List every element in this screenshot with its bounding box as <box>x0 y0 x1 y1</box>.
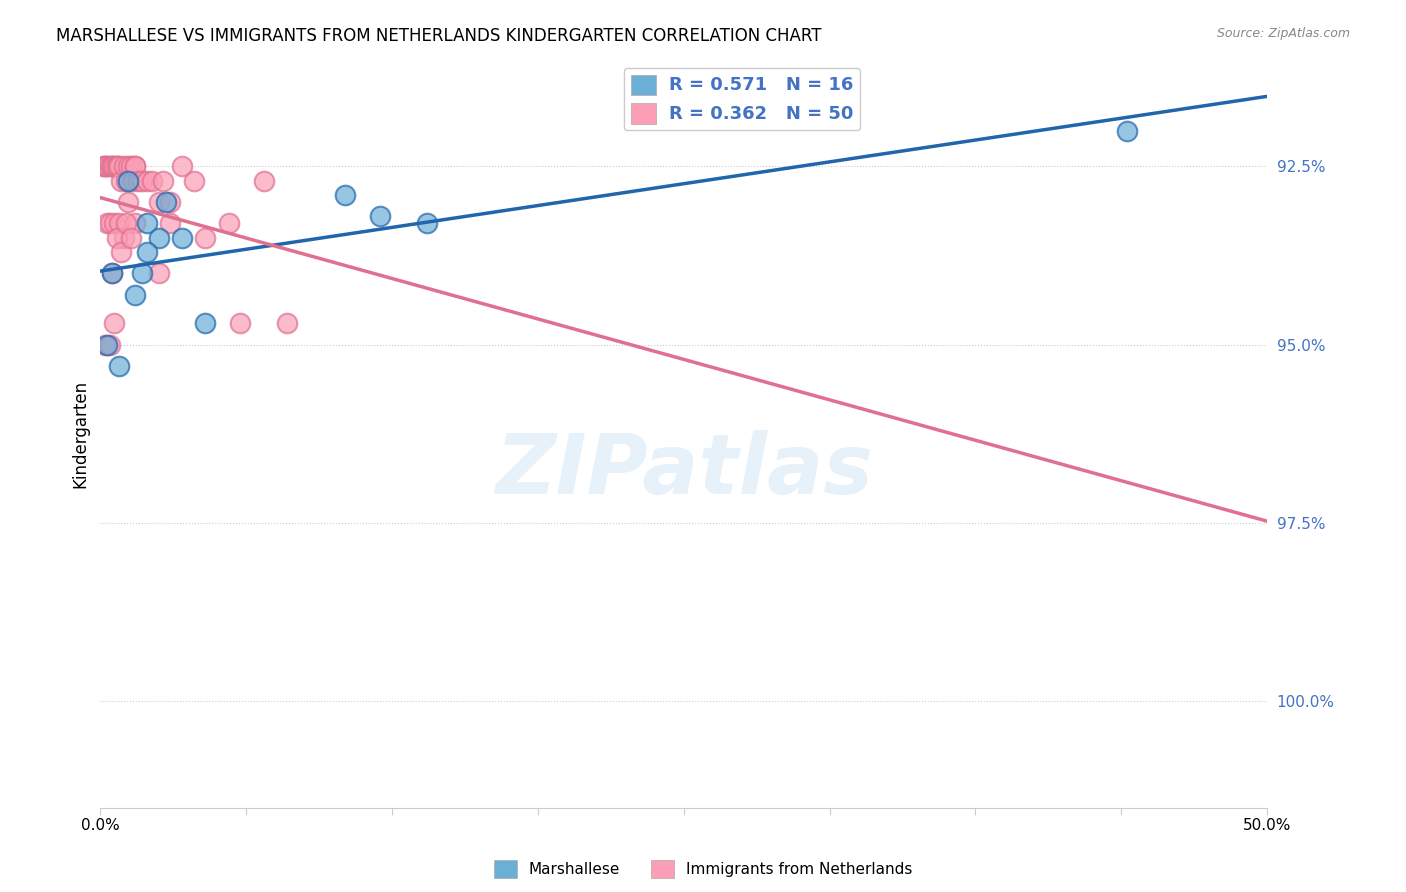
Point <box>105 160 128 174</box>
Point <box>120 230 142 244</box>
Point <box>124 287 146 301</box>
Point <box>276 316 298 330</box>
Point <box>117 174 139 188</box>
Point <box>122 174 145 188</box>
Point <box>101 266 124 280</box>
Text: ZIPatlas: ZIPatlas <box>495 431 873 511</box>
Point <box>96 216 118 230</box>
Point <box>131 266 153 280</box>
Point <box>103 316 125 330</box>
Point <box>101 160 124 174</box>
Point <box>124 160 146 174</box>
Text: MARSHALLESE VS IMMIGRANTS FROM NETHERLANDS KINDERGARTEN CORRELATION CHART: MARSHALLESE VS IMMIGRANTS FROM NETHERLAN… <box>56 27 821 45</box>
Point <box>183 174 205 188</box>
Point <box>103 160 125 174</box>
Point <box>194 230 217 244</box>
Point <box>253 174 276 188</box>
Point <box>105 230 128 244</box>
Point <box>108 216 131 230</box>
Legend: R = 0.571   N = 16, R = 0.362   N = 50: R = 0.571 N = 16, R = 0.362 N = 50 <box>624 68 860 130</box>
Point <box>155 195 177 210</box>
Point <box>124 216 146 230</box>
Point <box>101 160 124 174</box>
Point <box>96 337 118 351</box>
Point <box>218 216 240 230</box>
Point <box>120 160 142 174</box>
Point <box>112 230 135 244</box>
Y-axis label: Kindergarten: Kindergarten <box>72 379 89 488</box>
Point <box>170 160 193 174</box>
Point <box>98 337 121 351</box>
Point <box>131 174 153 188</box>
Point <box>370 210 392 224</box>
Point <box>229 316 252 330</box>
Point <box>148 195 170 210</box>
Point <box>105 160 128 174</box>
Point <box>194 316 217 330</box>
Point <box>108 359 131 373</box>
Point <box>416 216 439 230</box>
Point <box>101 266 124 280</box>
Point <box>148 230 170 244</box>
Point <box>108 160 131 174</box>
Point <box>110 174 132 188</box>
Point <box>115 216 138 230</box>
Text: 0.0%: 0.0% <box>82 818 120 833</box>
Point <box>96 160 118 174</box>
Legend: Marshallese, Immigrants from Netherlands: Marshallese, Immigrants from Netherlands <box>488 854 918 884</box>
Point <box>124 160 146 174</box>
Point <box>136 216 159 230</box>
Point <box>170 230 193 244</box>
Point <box>159 195 181 210</box>
Point <box>159 216 181 230</box>
Point <box>94 160 117 174</box>
Point <box>148 266 170 280</box>
Point <box>141 174 163 188</box>
Point <box>94 160 117 174</box>
Point <box>103 216 125 230</box>
Point <box>112 160 135 174</box>
Point <box>94 337 117 351</box>
Point <box>98 216 121 230</box>
Point <box>136 174 159 188</box>
Point <box>127 174 149 188</box>
Point <box>136 244 159 259</box>
Text: Source: ZipAtlas.com: Source: ZipAtlas.com <box>1216 27 1350 40</box>
Point <box>335 188 357 202</box>
Point <box>117 160 139 174</box>
Point <box>98 160 121 174</box>
Point <box>152 174 174 188</box>
Point <box>115 174 138 188</box>
Point <box>110 244 132 259</box>
Point <box>117 195 139 210</box>
Text: 50.0%: 50.0% <box>1243 818 1291 833</box>
Point <box>1116 124 1139 138</box>
Point <box>91 160 114 174</box>
